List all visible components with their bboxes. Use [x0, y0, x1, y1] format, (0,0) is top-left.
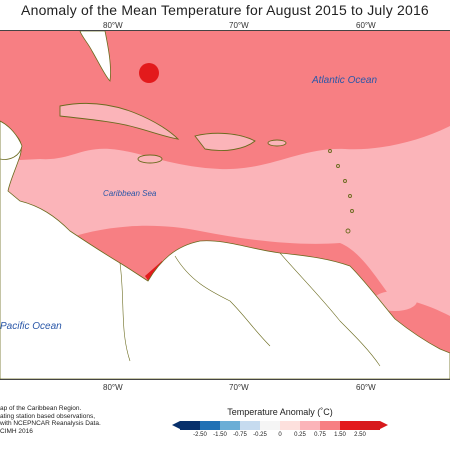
land-florida — [79, 31, 111, 82]
legend-color-segment — [280, 421, 300, 430]
legend-color-segment — [260, 421, 280, 430]
legend-color-segment — [320, 421, 340, 430]
legend-tick-label: -1.50 — [213, 432, 227, 438]
legend-color-segment — [220, 421, 240, 430]
legend-color-segment — [180, 421, 200, 430]
ocean-label-caribbean: Caribbean Sea — [103, 189, 157, 198]
legend-cap-low — [172, 421, 180, 429]
legend-color-segment — [240, 421, 260, 430]
land-jamaica — [137, 154, 163, 164]
legend-tick-label: -0.25 — [253, 432, 267, 438]
legend-color-segment — [300, 421, 320, 430]
country-borders — [119, 252, 381, 367]
land-lesser-antilles — [328, 149, 354, 234]
legend-color-segment — [340, 421, 360, 430]
longitude-tick-top-70w: 70°W — [229, 21, 249, 30]
land-cuba — [59, 102, 180, 140]
longitude-tick-bottom-60w: 60°W — [356, 383, 376, 392]
land-puerto-rico — [267, 139, 287, 147]
legend-color-segment — [360, 421, 380, 430]
anomaly-map: Atlantic Ocean Caribbean Sea Pacific Oce… — [0, 30, 450, 380]
legend-cap-high — [380, 421, 388, 429]
legend-title: Temperature Anomaly (˚C) — [227, 407, 333, 417]
map-title: Anomaly of the Mean Temperature for Augu… — [21, 2, 429, 18]
land-hispaniola — [194, 132, 256, 152]
footnote-line: with NCEPNCAR Reanalysis Data. — [0, 420, 101, 428]
legend-tick-label: 0.75 — [314, 432, 326, 438]
anomaly-hotspot-bahamas — [139, 63, 159, 83]
footnote-line: ap of the Caribbean Region. — [0, 405, 82, 412]
ocean-label-atlantic: Atlantic Ocean — [312, 75, 378, 86]
longitude-tick-bottom-70w: 70°W — [229, 383, 249, 392]
legend-colorbar — [172, 421, 388, 430]
longitude-tick-top-60w: 60°W — [356, 21, 376, 30]
land-yucatan — [0, 120, 23, 160]
legend-tick-label: 2.50 — [354, 432, 366, 438]
footnote-line: CIMH 2016 — [0, 427, 33, 435]
longitude-tick-bottom-80w: 80°W — [103, 383, 123, 392]
legend-tick-label: -0.75 — [233, 432, 247, 438]
legend-tick-label: 0 — [278, 432, 282, 438]
legend-tick-label: -2.50 — [193, 432, 207, 438]
legend-tick-label: 1.50 — [334, 432, 346, 438]
land-central-south-america — [0, 130, 450, 379]
legend-ticks: -2.50 -1.50 -0.75 -0.25 0 0.25 0.75 1.50 2.50 — [180, 432, 380, 442]
legend-tick-label: 0.25 — [294, 432, 306, 438]
footnote-line: ating station based observations, — [0, 412, 96, 420]
legend-color-segment — [200, 421, 220, 430]
map-footnote: ap of the Caribbean Region. ating statio… — [0, 405, 130, 435]
anomaly-map-svg — [0, 31, 450, 379]
anomaly-zone-atlantic — [0, 31, 450, 170]
longitude-tick-top-80w: 80°W — [103, 21, 123, 30]
ocean-label-pacific: Pacific Ocean — [0, 321, 62, 332]
